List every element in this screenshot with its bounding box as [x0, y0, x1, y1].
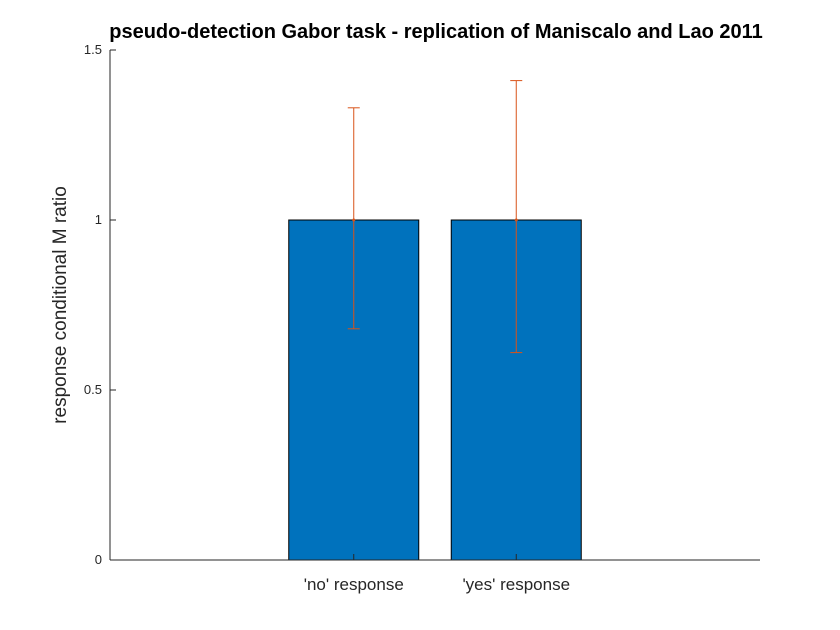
x-tick-label-1: 'no' response: [304, 575, 404, 594]
x-tick-label-2: 'yes' response: [462, 575, 570, 594]
bars-group: [288, 219, 582, 561]
y-tick-label-4: 1.5: [84, 42, 102, 57]
error-bar-2-point: [514, 218, 518, 222]
y-tick-label-1: 0: [95, 552, 102, 567]
chart-title: pseudo-detection Gabor task - replicatio…: [109, 21, 762, 43]
error-bar-1-point: [352, 218, 356, 222]
y-axis-label: response conditional M ratio: [50, 186, 71, 424]
y-tick-label-2: 0.5: [84, 382, 102, 397]
axes-group: 'no' response 'yes' response 0 0.5 1 1.5: [84, 42, 760, 594]
error-bars-group: [347, 80, 523, 354]
y-tick-label-3: 1: [95, 212, 102, 227]
